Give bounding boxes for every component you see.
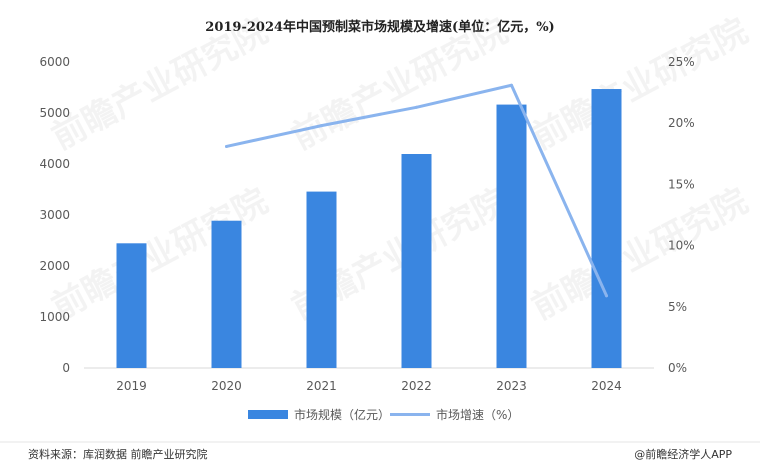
x-axis: 2019 2020 2021 2022 2023 2024 xyxy=(116,379,622,393)
brand-text: @前瞻经济学人APP xyxy=(634,447,732,461)
bar-2023 xyxy=(496,104,527,369)
bar-2020 xyxy=(211,220,242,368)
y-left-tick-2: 2000 xyxy=(39,259,70,273)
legend-swatch-bar xyxy=(248,410,288,419)
growth-point-2022 xyxy=(415,105,418,109)
line-series xyxy=(225,83,608,298)
x-tick-2024: 2024 xyxy=(591,379,622,393)
bar-2019 xyxy=(116,243,147,368)
y-left-tick-4: 4000 xyxy=(39,157,70,171)
y-right-tick-5: 25% xyxy=(668,55,695,69)
x-tick-2022: 2022 xyxy=(401,379,432,393)
watermark-2: 前瞻产业研究院 xyxy=(525,11,754,158)
growth-point-2021 xyxy=(320,124,323,128)
watermark-5: 前瞻产业研究院 xyxy=(525,181,754,328)
y-left-tick-0: 0 xyxy=(62,361,70,375)
watermark-layer: 前瞻产业研究院前瞻产业研究院前瞻产业研究院前瞻产业研究院前瞻产业研究院前瞻产业研… xyxy=(45,11,754,328)
y-left-tick-5: 5000 xyxy=(39,106,70,120)
growth-point-2020 xyxy=(225,144,228,148)
x-tick-2023: 2023 xyxy=(496,379,527,393)
y-right-tick-1: 5% xyxy=(668,300,687,314)
x-tick-2019: 2019 xyxy=(116,379,147,393)
y-left-tick-1: 1000 xyxy=(39,310,70,324)
y-right-tick-0: 0% xyxy=(668,361,687,375)
legend-label-bar: 市场规模（亿元） xyxy=(294,407,390,422)
growth-point-2023 xyxy=(510,83,513,87)
y-right-tick-2: 10% xyxy=(668,239,695,253)
y-left-tick-6: 6000 xyxy=(39,55,70,69)
y-right-tick-3: 15% xyxy=(668,177,695,191)
growth-point-2024 xyxy=(605,294,608,298)
bar-series xyxy=(116,89,622,369)
x-tick-2020: 2020 xyxy=(211,379,242,393)
y-left-tick-3: 3000 xyxy=(39,208,70,222)
y-axis-right: 0% 5% 10% 15% 20% 25% xyxy=(668,55,695,375)
y-right-tick-4: 20% xyxy=(668,116,695,130)
source-text: 资料来源：库润数据 前瞻产业研究院 xyxy=(28,447,208,461)
legend-label-line: 市场增速（%） xyxy=(436,407,519,422)
x-tick-2021: 2021 xyxy=(306,379,337,393)
y-axis-left: 0 1000 2000 3000 4000 5000 6000 xyxy=(39,55,70,375)
bar-2021 xyxy=(306,191,337,368)
chart-title: 2019-2024年中国预制菜市场规模及增速(单位：亿元，%) xyxy=(205,19,554,35)
bar-2022 xyxy=(401,154,432,368)
legend: 市场规模（亿元） 市场增速（%） xyxy=(248,407,519,422)
bar-2024 xyxy=(591,89,622,368)
